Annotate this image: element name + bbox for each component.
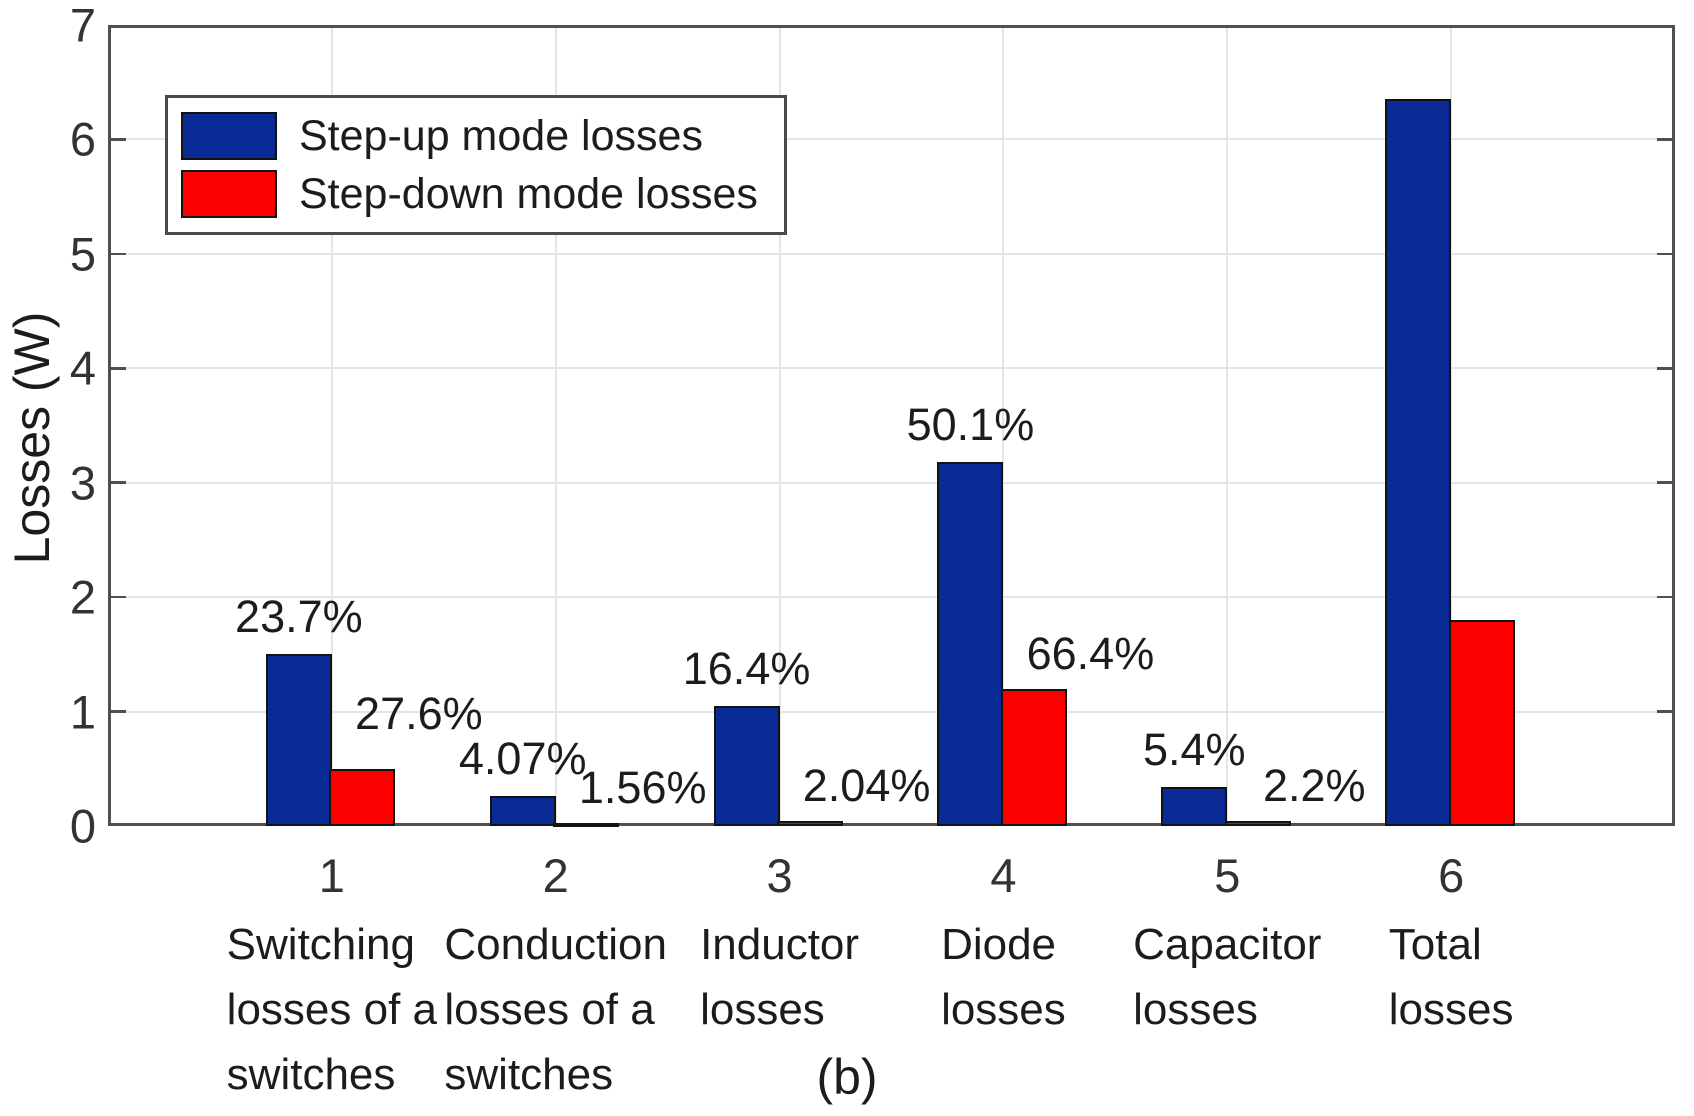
bar-stepdown-group1	[329, 768, 396, 826]
y-tick-label-5: 5	[69, 227, 96, 281]
bar-stepdown-group2	[553, 822, 620, 827]
category-label-line: losses	[1133, 985, 1258, 1035]
pct-label-stepdown-group1: 27.6%	[355, 687, 483, 739]
y-tick-label-3: 3	[69, 456, 96, 510]
category-label-line: losses	[700, 985, 825, 1035]
category-label-1: Switching losses of a switches	[227, 912, 437, 1107]
bar-stepdown-group5	[1224, 821, 1291, 826]
pct-label-stepup-group3: 16.4%	[682, 642, 811, 694]
category-label-5: Capacitor losses	[1133, 912, 1321, 1042]
bar-stepup-group4	[937, 462, 1004, 826]
v-gridline-2	[554, 28, 557, 823]
y-tick-label-2: 2	[69, 570, 96, 624]
y-tick-label-4: 4	[69, 341, 96, 395]
x-tick-label-5: 5	[1214, 849, 1241, 902]
y-tick-left-3	[111, 481, 126, 484]
bar-stepdown-group3	[777, 821, 844, 826]
category-label-line: losses of a	[226, 985, 438, 1035]
h-gridline-3	[111, 481, 1672, 484]
v-gridline-1	[330, 28, 333, 823]
bar-stepup-group3	[713, 705, 780, 826]
pct-label-stepup-group1: 23.7%	[235, 591, 363, 643]
h-gridline-6	[111, 138, 1672, 141]
y-tick-left-4	[111, 367, 126, 370]
category-label-6: Total losses	[1389, 912, 1514, 1042]
h-gridline-1	[111, 710, 1672, 713]
y-tick-right-6	[1657, 138, 1672, 141]
pct-label-stepup-group4: 50.1%	[906, 399, 1035, 451]
subfigure-caption: (b)	[816, 1049, 878, 1105]
y-tick-label-1: 1	[69, 685, 96, 739]
y-tick-label-0: 0	[69, 799, 96, 853]
step-up-legend-label: Step-up mode losses	[299, 111, 703, 160]
legend-row-step-down: Step-down mode losses	[181, 170, 758, 218]
y-tick-label-7: 7	[69, 0, 96, 52]
category-label-line: losses	[941, 985, 1066, 1035]
step-up-legend-swatch	[181, 112, 277, 160]
bar-stepup-group6	[1385, 99, 1452, 826]
category-label-2: Conduction losses of a switches	[444, 912, 667, 1107]
y-tick-right-4	[1657, 367, 1672, 370]
pct-label-stepup-group5: 5.4%	[1142, 724, 1246, 776]
category-label-line: switches	[444, 1050, 614, 1100]
h-gridline-2	[111, 596, 1672, 599]
x-tick-label-3: 3	[766, 849, 793, 902]
category-label-line: Capacitor	[1133, 920, 1322, 969]
v-gridline-3	[778, 28, 781, 823]
category-label-line: Inductor	[700, 920, 860, 969]
bar-stepup-group2	[489, 796, 556, 826]
bar-stepdown-group6	[1448, 620, 1515, 826]
v-gridline-5	[1226, 28, 1229, 823]
h-gridline-4	[111, 367, 1672, 370]
y-tick-left-6	[111, 138, 126, 141]
y-tick-right-3	[1657, 481, 1672, 484]
y-tick-label-6: 6	[69, 112, 96, 166]
category-label-line: switches	[226, 1050, 396, 1100]
legend-box: Step-up mode losses Step-down mode losse…	[165, 95, 787, 235]
category-label-line: losses of a	[444, 985, 655, 1035]
category-label-line: Conduction	[444, 920, 668, 969]
y-tick-left-1	[111, 710, 126, 713]
pct-label-stepdown-group5: 2.2%	[1262, 760, 1366, 812]
category-label-line: losses	[1388, 985, 1514, 1035]
x-tick-label-4: 4	[990, 849, 1017, 902]
x-tick-label-2: 2	[542, 849, 569, 902]
h-gridline-5	[111, 252, 1672, 255]
y-tick-left-2	[111, 595, 126, 599]
step-down-legend-label: Step-down mode losses	[299, 169, 758, 218]
step-down-legend-swatch	[181, 170, 277, 218]
category-label-3: Inductor losses	[700, 912, 859, 1042]
category-label-line: Diode	[941, 920, 1057, 969]
bar-stepdown-group4	[1000, 688, 1067, 826]
bar-stepup-group1	[265, 654, 332, 826]
pct-label-stepup-group2: 4.07%	[458, 733, 587, 785]
y-tick-right-2	[1657, 595, 1672, 599]
pct-label-stepdown-group3: 2.04%	[802, 760, 931, 812]
v-gridline-6	[1450, 28, 1453, 823]
v-gridline-4	[1002, 28, 1005, 823]
category-label-line: Switching	[226, 920, 415, 969]
y-tick-right-1	[1657, 710, 1672, 713]
bar-stepup-group5	[1161, 787, 1228, 826]
y-tick-right-5	[1657, 252, 1672, 256]
y-tick-left-5	[111, 252, 126, 256]
pct-label-stepdown-group2: 1.56%	[578, 761, 707, 813]
pct-label-stepdown-group4: 66.4%	[1026, 627, 1155, 679]
legend-row-step-up: Step-up mode losses	[181, 112, 758, 160]
category-label-line: Total	[1388, 920, 1482, 969]
x-tick-label-1: 1	[318, 849, 345, 902]
category-label-4: Diode losses	[941, 912, 1066, 1042]
x-tick-label-6: 6	[1438, 849, 1465, 902]
